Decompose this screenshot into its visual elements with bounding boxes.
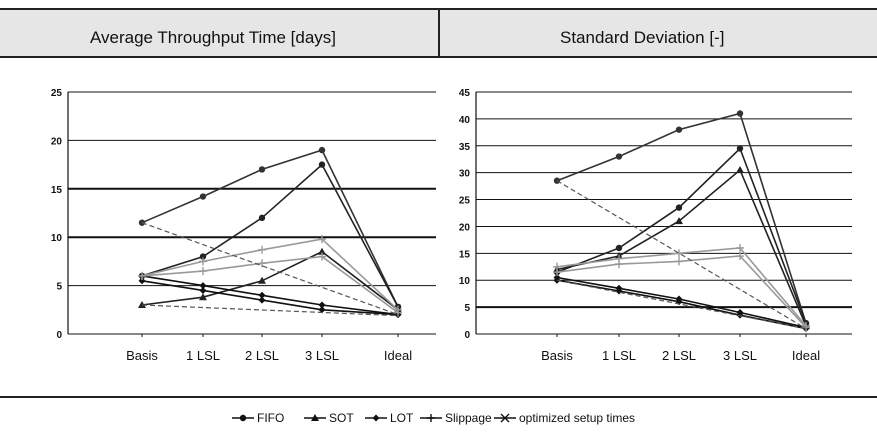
legend-marker [427,414,435,422]
data-point [675,217,683,225]
data-point [736,165,744,173]
legend-entry-optimized-setup-times: optimized setup times [494,411,635,425]
y-tick-label: 25 [459,196,471,207]
data-point [736,110,744,117]
legend-marker [372,414,380,422]
chart-panel-throughput: 0 5 10 15 20 25 Basis 1 LSL 2 LSL 3 LSL Ideal [51,88,436,363]
data-point [138,271,146,280]
x-tick-label: Basis [126,348,158,363]
chart-title-throughput: Average Throughput Time [days] [90,28,337,47]
y-tick-label: 0 [464,330,470,341]
x-tick-label: Ideal [384,348,412,363]
data-point [318,161,326,168]
data-point [615,260,623,269]
y-tick-label: 5 [56,282,62,293]
chart-panel-stddev: 0 5 10 15 20 25 30 35 40 45 Basis 1 LSL 2 LSL 3 LSL Id… [459,88,852,363]
data-point [199,193,207,200]
data-point [258,291,266,299]
x-tick-label: 2 LSL [662,348,696,363]
data-point [675,204,683,211]
data-point [138,277,146,285]
data-point [258,245,266,254]
data-point [615,244,623,252]
legend-marker [500,413,510,423]
data-point [318,146,326,154]
data-point [199,282,207,290]
x-tick-label: Basis [541,348,573,363]
series-line-optimized-setup-times [556,180,807,330]
x-tick-label: 2 LSL [245,348,279,363]
charts-svg: 0 5 10 15 20 25 Basis 1 LSL 2 LSL 3 LSL Ideal 0 5 10 1… [51,88,852,363]
x-tick-label: 3 LSL [305,348,339,363]
data-point [199,286,207,294]
y-tick-label: 45 [459,88,471,99]
y-tick-label: 35 [459,142,471,153]
data-point [675,126,683,133]
y-tick-label: 10 [459,276,471,287]
data-point [318,247,326,255]
chart-area: 0 5 10 15 20 25 Basis 1 LSL 2 LSL 3 LSL Ideal 0 5 10 1… [0,56,877,398]
series-line-optimized-setup-times [141,304,399,317]
x-tick-label: Ideal [792,348,820,363]
legend-label: LOT [390,411,414,425]
data-point [258,214,266,222]
series-line-slippage [556,255,807,329]
y-tick-label: 0 [56,330,62,341]
x-tick-label: 1 LSL [186,348,220,363]
data-point [258,276,266,284]
data-point [675,257,683,266]
legend-marker [311,414,319,421]
legend-entry-fifo: FIFO [232,411,284,425]
y-tick-label: 15 [51,185,63,196]
legend: FIFO SOT LOT Slippage optimized setup times [0,398,877,436]
legend-entry-sot: SOT [304,411,354,425]
data-point [138,219,146,226]
data-point [258,259,266,268]
data-point [553,268,561,277]
series-line-lot [141,275,399,316]
legend-label: optimized setup times [519,411,635,425]
data-point [318,252,326,261]
x-tick-label: 1 LSL [602,348,636,363]
legend-marker [239,414,247,422]
data-point [736,243,744,252]
y-tick-label: 10 [51,233,63,244]
legend-svg: FIFO SOT LOT Slippage optimized setup times [232,411,635,425]
y-tick-label: 30 [459,169,471,180]
legend-label: SOT [329,411,354,425]
legend-label: Slippage [445,411,492,425]
data-point [199,257,207,266]
x-tick-label: 3 LSL [723,348,757,363]
series-line-slippage [141,238,399,311]
legend-entry-lot: LOT [365,411,414,425]
series-line-optimized-setup-times [141,222,399,316]
y-tick-label: 5 [464,303,470,314]
data-point [318,301,326,309]
data-point [318,306,326,314]
y-tick-label: 25 [51,88,63,99]
data-point [736,145,744,152]
y-tick-label: 20 [51,136,63,147]
data-point [736,252,744,261]
data-point [138,300,146,308]
y-tick-label: 20 [459,222,471,233]
data-point [318,235,326,244]
data-point [199,267,207,276]
data-point [199,253,207,260]
series-line-slippage [141,255,399,314]
data-point [615,153,623,160]
data-point [199,293,207,301]
data-point [675,249,683,258]
y-tick-label: 40 [459,115,471,126]
legend-entry-slippage: Slippage [420,411,492,425]
data-point [258,296,266,304]
y-tick-label: 15 [459,249,471,260]
legend-label: FIFO [257,411,284,425]
chart-title-stddev: Standard Deviation [-] [560,28,725,47]
series-line-optimized-setup-times [556,279,807,330]
header-divider [438,8,440,56]
data-point [258,166,266,173]
